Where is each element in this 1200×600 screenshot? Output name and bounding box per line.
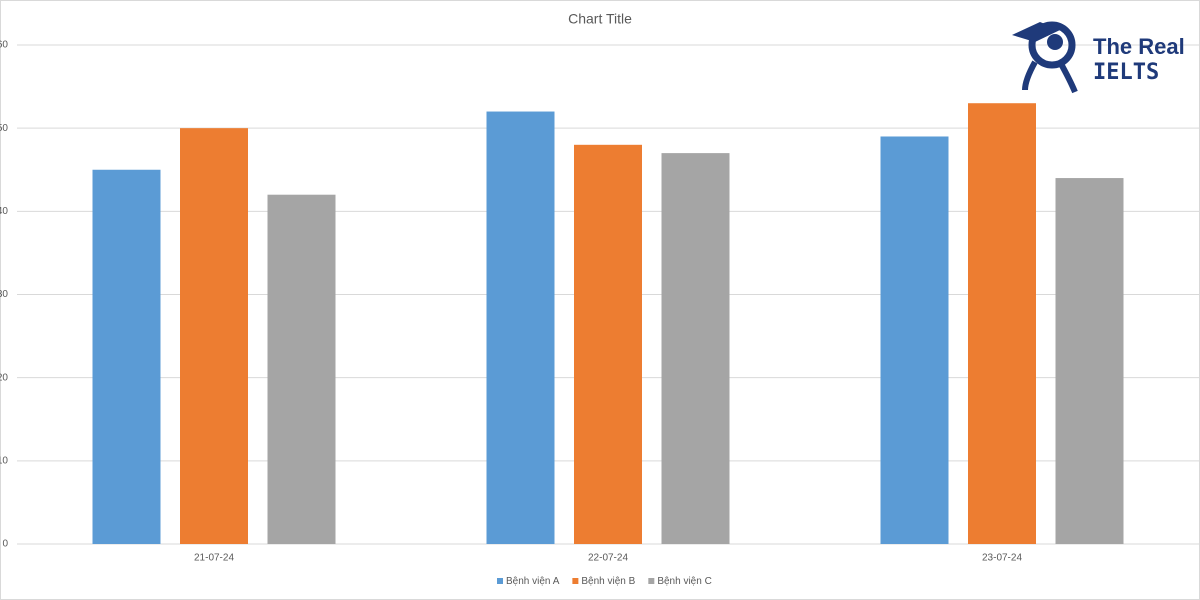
x-tick-label: 22-07-24 [588, 553, 628, 564]
x-tick-label: 23-07-24 [982, 553, 1022, 564]
x-tick-label: 21-07-24 [194, 553, 234, 564]
bar [180, 128, 248, 544]
legend-swatch [648, 578, 655, 584]
bar [661, 153, 730, 544]
y-tick-label: 20 [0, 372, 8, 383]
y-tick-label: 50 [0, 123, 8, 134]
legend-swatch [497, 578, 503, 584]
bar [1055, 178, 1124, 545]
logo-icon [1028, 21, 1076, 69]
legend-swatch [572, 578, 579, 584]
y-tick-label: 30 [0, 289, 8, 300]
logo: The Real IELTS [1012, 21, 1185, 94]
bar [267, 194, 336, 544]
legend: Bệnh viện A Bệnh viện B Bệnh viện C [497, 576, 712, 587]
logo-icon [1047, 34, 1063, 50]
legend-label: Bệnh viện B [581, 576, 635, 587]
legend-label: Bệnh viện C [657, 576, 711, 587]
bar [574, 144, 642, 545]
logo-text: IELTS [1093, 60, 1159, 85]
logo-icon [1012, 22, 1060, 42]
logo-icon [1022, 60, 1078, 94]
y-tick-label: 10 [0, 455, 8, 466]
bar [880, 136, 949, 544]
bar [92, 169, 161, 544]
y-tick-label: 0 [2, 539, 8, 550]
y-tick-label: 40 [0, 206, 8, 217]
legend-label: Bệnh viện A [506, 576, 560, 587]
bar [968, 103, 1036, 544]
bar [486, 111, 555, 545]
y-tick-label: 60 [0, 40, 8, 51]
chart-title: Chart Title [568, 11, 632, 27]
logo-text: The Real [1093, 34, 1185, 59]
